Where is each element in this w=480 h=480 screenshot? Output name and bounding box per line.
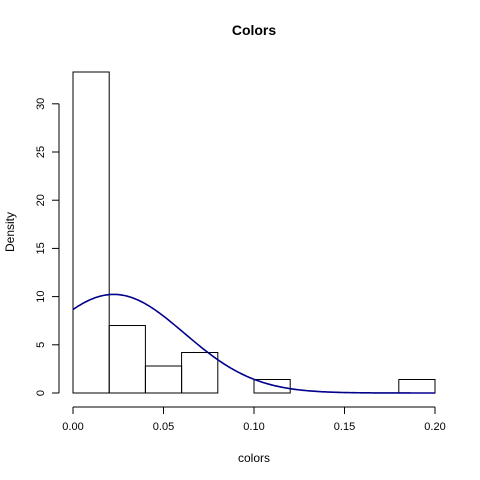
y-tick-label: 10 [35, 290, 47, 302]
histogram-bar-4 [181, 352, 219, 394]
histogram-bar-3 [144, 365, 183, 394]
y-axis: 0 5 10 15 20 25 30 [35, 98, 60, 396]
x-axis-label: colors [238, 451, 270, 465]
y-tick-label: 15 [35, 242, 47, 254]
histogram-bars [72, 71, 436, 394]
x-tick-label: 0.20 [424, 421, 445, 433]
chart-title: Colors [232, 22, 277, 38]
x-axis: 0.00 0.05 0.10 0.15 0.20 [62, 406, 446, 433]
density-curve [72, 293, 435, 394]
y-axis-label: Density [3, 212, 17, 252]
x-tick-label: 0.10 [243, 421, 264, 433]
histogram-bar-2 [108, 325, 146, 394]
histogram-bar-10 [398, 379, 436, 394]
y-tick-label: 5 [35, 342, 47, 348]
y-tick-label: 20 [35, 194, 47, 206]
histogram-bar-6 [253, 379, 291, 394]
x-tick-label: 0.15 [334, 421, 355, 433]
histogram-bar-1 [72, 71, 110, 394]
y-tick-label: 30 [35, 98, 47, 110]
x-tick-label: 0.05 [153, 421, 174, 433]
y-tick-label: 25 [35, 146, 47, 158]
x-tick-label: 0.00 [62, 421, 83, 433]
y-tick-label: 0 [35, 390, 47, 396]
